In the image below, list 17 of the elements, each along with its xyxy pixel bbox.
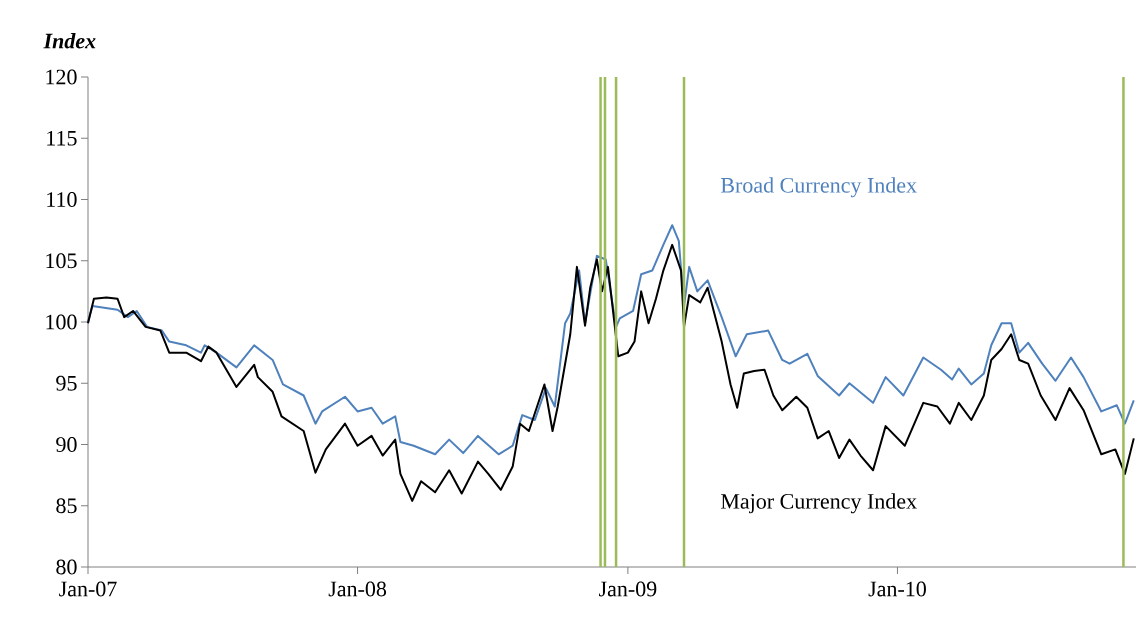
x-tick-label: Jan-09 [599,581,657,597]
y-tick-label: 110 [47,192,77,207]
y-tick-label: 85 [56,498,77,514]
y-tick-label: 120 [46,69,77,85]
line-series [87,224,1135,456]
y-tick-label: 80 [56,559,77,575]
text: Major Currency Index [720,493,917,514]
x-tick-label: Jan-07 [59,581,117,597]
y-tick-label: 95 [56,375,77,391]
text: Broad Currency Index [720,177,917,198]
x-tick-label: Jan-08 [328,581,387,597]
y-tick-label: 105 [46,253,77,269]
y-tick-label: 115 [47,130,77,146]
y-tick-label: 90 [56,437,77,452]
y-axis-title: Index [43,32,96,49]
x-tick-label: Jan-10 [868,581,926,597]
y-tick-label: 100 [46,314,77,330]
